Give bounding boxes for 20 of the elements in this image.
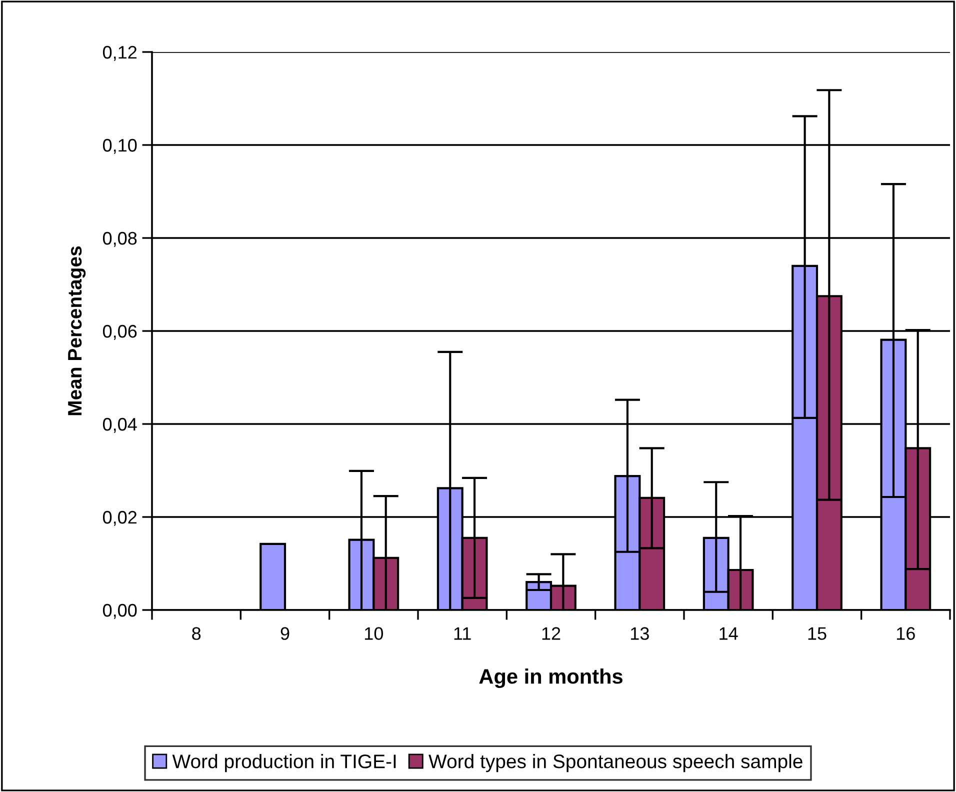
y-axis-title: Mean Percentages bbox=[68, 246, 86, 416]
x-tick-label: 12 bbox=[542, 627, 560, 640]
x-axis-title: Age in months bbox=[479, 668, 622, 688]
x-tick-label: 13 bbox=[631, 627, 649, 640]
y-tick-label: 0,12 bbox=[102, 46, 137, 61]
x-tick-label: 8 bbox=[192, 627, 201, 640]
legend-label: Word production in TIGE-I bbox=[172, 754, 396, 772]
x-tick-label: 14 bbox=[720, 627, 738, 640]
x-tick-label: 16 bbox=[897, 627, 915, 640]
x-tick-label: 9 bbox=[280, 627, 290, 640]
x-tick-label: 15 bbox=[808, 627, 826, 640]
x-tick-label: 10 bbox=[365, 627, 384, 640]
y-tick-label: 0,08 bbox=[102, 232, 137, 247]
legend-label: Word types in Spontaneous speech sample bbox=[428, 754, 802, 772]
x-tick-label: 11 bbox=[454, 627, 471, 640]
y-tick-label: 0,04 bbox=[102, 418, 137, 433]
y-tick-label: 0,00 bbox=[102, 604, 137, 619]
y-tick-label: 0,10 bbox=[102, 138, 137, 154]
y-tick-label: 0,02 bbox=[102, 510, 137, 526]
y-tick-label: 0,06 bbox=[102, 324, 137, 340]
